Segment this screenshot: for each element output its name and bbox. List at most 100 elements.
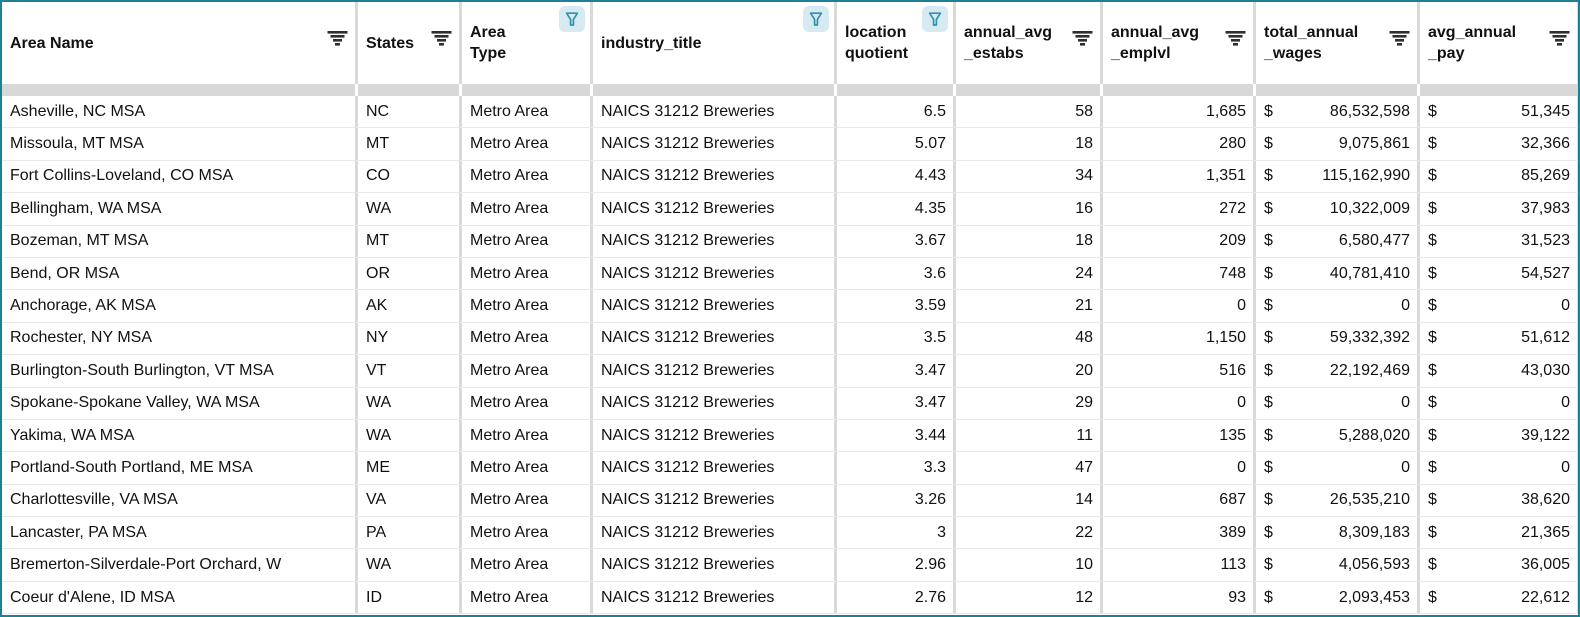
- table-cell[interactable]: Metro Area: [462, 322, 593, 355]
- table-cell[interactable]: $8,309,183: [1256, 517, 1420, 549]
- table-cell[interactable]: $0: [1256, 290, 1420, 322]
- table-cell[interactable]: $22,612: [1420, 581, 1578, 614]
- table-cell[interactable]: $51,345: [1420, 96, 1578, 128]
- table-cell[interactable]: NC: [358, 96, 462, 128]
- table-cell[interactable]: $39,122: [1420, 419, 1578, 452]
- table-cell[interactable]: 389: [1103, 517, 1256, 549]
- table-cell[interactable]: Coeur d'Alene, ID MSA: [2, 581, 358, 614]
- table-cell[interactable]: $59,332,392: [1256, 322, 1420, 355]
- table-cell[interactable]: $38,620: [1420, 484, 1578, 517]
- table-cell[interactable]: Fort Collins-Loveland, CO MSA: [2, 160, 358, 193]
- table-cell[interactable]: $0: [1256, 452, 1420, 484]
- table-cell[interactable]: Bozeman, MT MSA: [2, 225, 358, 257]
- table-cell[interactable]: Metro Area: [462, 517, 593, 549]
- table-cell[interactable]: WA: [358, 193, 462, 225]
- table-cell[interactable]: 113: [1103, 549, 1256, 581]
- table-cell[interactable]: 0: [1103, 452, 1256, 484]
- table-cell[interactable]: 4.43: [837, 160, 956, 193]
- table-cell[interactable]: Bremerton-Silverdale-Port Orchard, W: [2, 549, 358, 581]
- column-header-total-annual-wages[interactable]: total_annual _wages: [1256, 2, 1420, 84]
- table-cell[interactable]: 48: [956, 322, 1103, 355]
- table-cell[interactable]: 272: [1103, 193, 1256, 225]
- table-cell[interactable]: Metro Area: [462, 387, 593, 419]
- table-cell[interactable]: 3: [837, 517, 956, 549]
- column-header-avg-annual-pay[interactable]: avg_annual _pay: [1420, 2, 1578, 84]
- table-cell[interactable]: Metro Area: [462, 193, 593, 225]
- table-cell[interactable]: NAICS 31212 Breweries: [593, 322, 837, 355]
- filter-funnel-icon[interactable]: [559, 6, 585, 32]
- table-cell[interactable]: 3.44: [837, 419, 956, 452]
- table-cell[interactable]: $5,288,020: [1256, 419, 1420, 452]
- table-cell[interactable]: CO: [358, 160, 462, 193]
- table-cell[interactable]: 1,150: [1103, 322, 1256, 355]
- table-cell[interactable]: Rochester, NY MSA: [2, 322, 358, 355]
- table-cell[interactable]: Metro Area: [462, 225, 593, 257]
- table-cell[interactable]: ID: [358, 581, 462, 614]
- table-cell[interactable]: NAICS 31212 Breweries: [593, 193, 837, 225]
- table-cell[interactable]: NAICS 31212 Breweries: [593, 581, 837, 614]
- table-cell[interactable]: Anchorage, AK MSA: [2, 290, 358, 322]
- table-cell[interactable]: Metro Area: [462, 160, 593, 193]
- table-cell[interactable]: 47: [956, 452, 1103, 484]
- table-cell[interactable]: Metro Area: [462, 96, 593, 128]
- table-cell[interactable]: $26,535,210: [1256, 484, 1420, 517]
- table-cell[interactable]: 4.35: [837, 193, 956, 225]
- table-cell[interactable]: $36,005: [1420, 549, 1578, 581]
- table-cell[interactable]: 1,685: [1103, 96, 1256, 128]
- table-cell[interactable]: $2,093,453: [1256, 581, 1420, 614]
- table-cell[interactable]: $0: [1420, 452, 1578, 484]
- filter-lines-icon[interactable]: [1225, 10, 1246, 46]
- table-cell[interactable]: Metro Area: [462, 581, 593, 614]
- table-cell[interactable]: 1,351: [1103, 160, 1256, 193]
- table-cell[interactable]: NAICS 31212 Breweries: [593, 128, 837, 160]
- column-header-industry-title[interactable]: industry_title: [593, 2, 837, 84]
- table-cell[interactable]: WA: [358, 419, 462, 452]
- table-cell[interactable]: $31,523: [1420, 225, 1578, 257]
- table-cell[interactable]: 3.47: [837, 387, 956, 419]
- table-cell[interactable]: $22,192,469: [1256, 355, 1420, 387]
- table-cell[interactable]: Metro Area: [462, 355, 593, 387]
- table-cell[interactable]: 687: [1103, 484, 1256, 517]
- table-cell[interactable]: $4,056,593: [1256, 549, 1420, 581]
- table-cell[interactable]: Metro Area: [462, 290, 593, 322]
- table-cell[interactable]: 6.5: [837, 96, 956, 128]
- table-cell[interactable]: MT: [358, 128, 462, 160]
- table-cell[interactable]: Asheville, NC MSA: [2, 96, 358, 128]
- table-cell[interactable]: 16: [956, 193, 1103, 225]
- table-cell[interactable]: Lancaster, PA MSA: [2, 517, 358, 549]
- table-cell[interactable]: VT: [358, 355, 462, 387]
- table-cell[interactable]: 93: [1103, 581, 1256, 614]
- table-cell[interactable]: MT: [358, 225, 462, 257]
- table-cell[interactable]: 209: [1103, 225, 1256, 257]
- column-header-area-type[interactable]: Area Type: [462, 2, 593, 84]
- table-cell[interactable]: 2.76: [837, 581, 956, 614]
- table-cell[interactable]: NAICS 31212 Breweries: [593, 355, 837, 387]
- table-cell[interactable]: 3.47: [837, 355, 956, 387]
- table-cell[interactable]: $21,365: [1420, 517, 1578, 549]
- table-cell[interactable]: $32,366: [1420, 128, 1578, 160]
- table-cell[interactable]: $0: [1420, 290, 1578, 322]
- table-cell[interactable]: 22: [956, 517, 1103, 549]
- table-cell[interactable]: 10: [956, 549, 1103, 581]
- table-cell[interactable]: $9,075,861: [1256, 128, 1420, 160]
- table-cell[interactable]: $115,162,990: [1256, 160, 1420, 193]
- table-cell[interactable]: NAICS 31212 Breweries: [593, 160, 837, 193]
- table-cell[interactable]: NAICS 31212 Breweries: [593, 96, 837, 128]
- table-cell[interactable]: 12: [956, 581, 1103, 614]
- table-cell[interactable]: Burlington-South Burlington, VT MSA: [2, 355, 358, 387]
- table-cell[interactable]: 24: [956, 257, 1103, 290]
- table-cell[interactable]: $6,580,477: [1256, 225, 1420, 257]
- table-cell[interactable]: 11: [956, 419, 1103, 452]
- table-cell[interactable]: 58: [956, 96, 1103, 128]
- table-cell[interactable]: Metro Area: [462, 419, 593, 452]
- table-cell[interactable]: $0: [1256, 387, 1420, 419]
- column-header-annual-avg-estabs[interactable]: annual_avg _estabs: [956, 2, 1103, 84]
- table-cell[interactable]: $86,532,598: [1256, 96, 1420, 128]
- table-cell[interactable]: Missoula, MT MSA: [2, 128, 358, 160]
- table-cell[interactable]: OR: [358, 257, 462, 290]
- table-cell[interactable]: NAICS 31212 Breweries: [593, 517, 837, 549]
- table-cell[interactable]: 3.59: [837, 290, 956, 322]
- table-cell[interactable]: Bellingham, WA MSA: [2, 193, 358, 225]
- table-cell[interactable]: NAICS 31212 Breweries: [593, 484, 837, 517]
- column-header-annual-avg-emplvl[interactable]: annual_avg _emplvl: [1103, 2, 1256, 84]
